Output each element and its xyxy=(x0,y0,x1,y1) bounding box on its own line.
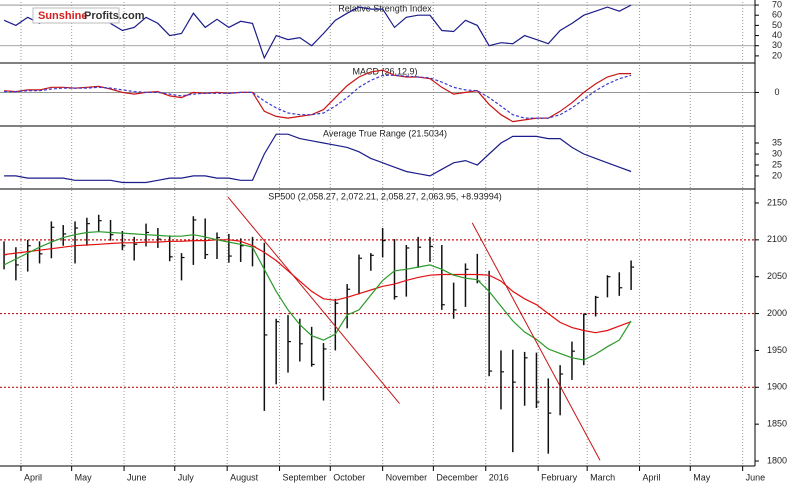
series-line xyxy=(3,231,632,361)
logo: Sunshine Profits.com xyxy=(32,7,145,24)
series-line xyxy=(4,69,632,123)
y-tick-label: 2150 xyxy=(767,197,787,207)
panel-title: Average True Range (21.5034) xyxy=(323,128,447,138)
y-tick-label: 2100 xyxy=(767,234,787,244)
y-tick-label: 70 xyxy=(772,0,782,9)
y-tick-label: 1950 xyxy=(767,345,787,355)
series-line xyxy=(4,74,632,119)
x-tick-label: September xyxy=(283,472,327,482)
x-tick-label: July xyxy=(178,472,195,482)
x-tick-label: August xyxy=(230,472,259,482)
panel-title: Relative Strength Index xyxy=(338,3,432,13)
x-tick-label: June xyxy=(746,472,766,482)
x-tick-label: April xyxy=(24,472,42,482)
x-tick-label: May xyxy=(75,472,93,482)
y-tick-label: 1800 xyxy=(767,455,787,465)
y-tick-label: 35 xyxy=(772,137,782,147)
trend-line xyxy=(227,196,400,404)
y-tick-label: 50 xyxy=(772,20,782,30)
x-tick-label: March xyxy=(590,472,615,482)
x-tick-label: December xyxy=(436,472,478,482)
logo-box xyxy=(32,7,120,24)
series-line xyxy=(4,239,632,334)
x-tick-label: June xyxy=(127,472,147,482)
logo-text: Profits.com xyxy=(84,10,145,22)
y-tick-label: 40 xyxy=(772,30,782,40)
x-tick-label: November xyxy=(386,472,428,482)
y-tick-label: 30 xyxy=(772,148,782,158)
y-tick-label: 60 xyxy=(772,10,782,20)
y-tick-label: 20 xyxy=(772,50,782,60)
y-tick-label: 20 xyxy=(772,170,782,180)
y-tick-label: 2050 xyxy=(767,271,787,281)
trend-line xyxy=(471,222,601,461)
y-tick-label: 30 xyxy=(772,40,782,50)
y-tick-label: 1850 xyxy=(767,419,787,429)
y-tick-label: 2000 xyxy=(767,308,787,318)
panel-title: SP500 (2,058.27, 2,072.21, 2,058.27, 2,0… xyxy=(268,191,501,201)
y-tick-label: 1900 xyxy=(767,382,787,392)
series-line xyxy=(4,133,632,184)
x-tick-label: April xyxy=(643,472,661,482)
logo-text: Sunshine xyxy=(38,10,88,22)
y-tick-label: 25 xyxy=(772,159,782,169)
x-tick-label: May xyxy=(693,472,711,482)
y-tick-label: 0 xyxy=(774,87,779,97)
x-tick-label: February xyxy=(541,472,578,482)
x-tick-label: 2016 xyxy=(489,472,509,482)
x-tick-label: October xyxy=(333,472,365,482)
